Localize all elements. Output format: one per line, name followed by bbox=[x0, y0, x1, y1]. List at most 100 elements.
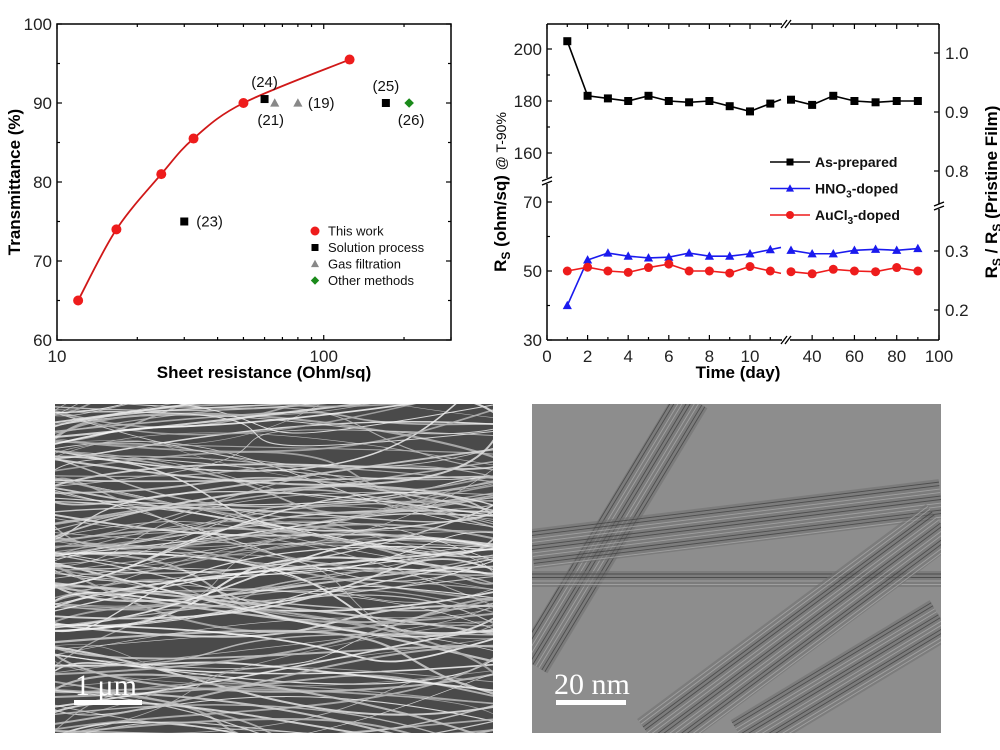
data-point-as-prepared bbox=[603, 94, 612, 103]
nanotube-bundle bbox=[730, 600, 941, 733]
nanotube-fiber bbox=[55, 607, 493, 656]
nanotube-wall bbox=[741, 614, 939, 733]
data-point-as-prepared bbox=[766, 99, 775, 108]
data-point-this-work bbox=[238, 98, 249, 108]
legend-label: This work bbox=[328, 224, 384, 239]
legend-label: HNO3-doped bbox=[815, 181, 898, 201]
fit-curve-this-work bbox=[77, 58, 350, 301]
nanotube-fiber bbox=[55, 404, 416, 445]
legend-label: Other methods bbox=[328, 273, 414, 288]
nanotube-fiber bbox=[55, 411, 493, 447]
y-axis-break-mark-right bbox=[933, 201, 945, 207]
data-point-hno3-doped bbox=[623, 251, 633, 260]
nanotube-fiber bbox=[55, 705, 493, 733]
nanotube-fiber bbox=[55, 450, 493, 502]
nanotube-fiber bbox=[55, 545, 493, 607]
data-point-hno3-doped bbox=[583, 255, 593, 264]
tem-scale-bar bbox=[556, 700, 626, 705]
data-point-aucl3-doped bbox=[828, 264, 838, 274]
nanotube-bundles-texture bbox=[532, 404, 941, 733]
nanotube-fiber bbox=[55, 589, 493, 630]
legend-marker bbox=[310, 226, 320, 236]
data-point-aucl3-doped bbox=[603, 266, 613, 276]
nanotube-wall bbox=[651, 520, 939, 733]
legend-marker bbox=[311, 244, 319, 251]
tem-scale-label: 20 nm bbox=[554, 668, 630, 701]
legend-label: AuCl3-doped bbox=[815, 207, 900, 227]
data-point-hno3-doped bbox=[562, 300, 572, 310]
nanotube-fiber bbox=[55, 404, 307, 428]
nanotube-fiber bbox=[55, 458, 493, 481]
nanotube-fiber bbox=[55, 448, 493, 506]
nanotube-fiber bbox=[55, 468, 493, 553]
nanotube-wall bbox=[692, 548, 941, 733]
y-tick-label-left: 50 bbox=[523, 262, 542, 281]
nanotube-fiber bbox=[55, 591, 493, 612]
data-point-hno3-doped bbox=[745, 248, 755, 258]
data-point-as-prepared bbox=[725, 102, 734, 111]
nanotube-fiber bbox=[55, 554, 493, 640]
sem-scale-label: 1 μm bbox=[75, 669, 137, 702]
x-tick-label: 6 bbox=[664, 347, 673, 366]
nanotube-network-texture bbox=[55, 404, 493, 733]
y-tick-label-right: 0.9 bbox=[945, 103, 969, 122]
nanotube-wall bbox=[733, 605, 934, 727]
y-axis-break-mark-right bbox=[933, 205, 945, 211]
nanotube-fiber bbox=[55, 546, 493, 633]
reference-annotation: (24) bbox=[251, 74, 278, 91]
x-axis-break-mark-bottom bbox=[784, 335, 792, 345]
nanotube-fiber bbox=[55, 629, 493, 695]
nanotube-wall bbox=[775, 633, 941, 733]
y-tick-label-left: 200 bbox=[514, 40, 542, 59]
data-point-gas-filtration bbox=[293, 98, 303, 107]
y-tick-label: 80 bbox=[33, 173, 52, 192]
data-point-aucl3-doped bbox=[623, 267, 633, 277]
legend-label: Gas filtration bbox=[328, 257, 401, 272]
data-point-aucl3-doped bbox=[583, 262, 593, 272]
nanotube-wall bbox=[681, 539, 941, 733]
nanotube-fiber bbox=[55, 484, 493, 576]
nanotube-fiber bbox=[55, 543, 493, 579]
data-point-this-work bbox=[188, 133, 199, 144]
data-point-hno3-doped bbox=[684, 248, 694, 257]
x-tick-label: 60 bbox=[845, 347, 864, 366]
x-tick-label: 80 bbox=[887, 347, 906, 366]
sheet-resistance-vs-time-chart: 0 2 4 6 8 10 40 60 80 100 Time (day) 30 50 70 160 180 20… bbox=[491, 19, 1000, 382]
y-tick-label: 70 bbox=[33, 252, 52, 271]
data-point-as-prepared bbox=[850, 97, 859, 105]
x-tick-label: 0 bbox=[542, 347, 551, 366]
nanotube-wall bbox=[761, 624, 941, 733]
nanotube-wall bbox=[532, 492, 941, 543]
y-axis-label-left: RS (ohm/sq) @ T-90% bbox=[491, 112, 513, 272]
nanotube-fiber bbox=[55, 411, 493, 433]
nanotube-fiber bbox=[55, 455, 493, 525]
x-axis-break-mark-top bbox=[780, 19, 788, 29]
nanotube-wall bbox=[669, 530, 941, 733]
data-point-solution-process bbox=[381, 99, 390, 107]
nanotube-wall bbox=[657, 522, 941, 733]
data-point-hno3-doped bbox=[664, 252, 674, 261]
nanotube-fiber bbox=[55, 704, 438, 733]
data-point-this-work bbox=[73, 295, 84, 306]
data-point-hno3-doped bbox=[603, 248, 613, 257]
y-axis-break-mark-left bbox=[541, 180, 553, 186]
nanotube-wall bbox=[675, 535, 941, 733]
data-point-solution-process bbox=[260, 95, 269, 104]
nanotube-fiber bbox=[55, 463, 493, 487]
tem-micrograph: 20 nm bbox=[532, 404, 941, 733]
x-tick-label: 40 bbox=[803, 347, 822, 366]
nanotube-wall bbox=[640, 508, 931, 725]
x-tick-label: 100 bbox=[925, 347, 953, 366]
data-point-as-prepared bbox=[892, 97, 901, 105]
data-point-aucl3-doped bbox=[849, 266, 859, 276]
nanotube-fiber bbox=[55, 488, 493, 528]
nanotube-fiber bbox=[55, 480, 493, 548]
data-point-hno3-doped bbox=[725, 251, 735, 260]
data-point-as-prepared bbox=[664, 97, 673, 105]
y-tick-label-right: 0.8 bbox=[945, 162, 969, 181]
legend-marker bbox=[310, 259, 320, 268]
nanotube-fiber bbox=[55, 623, 493, 663]
nanotube-fiber bbox=[55, 404, 91, 416]
data-point-aucl3-doped bbox=[725, 268, 735, 278]
